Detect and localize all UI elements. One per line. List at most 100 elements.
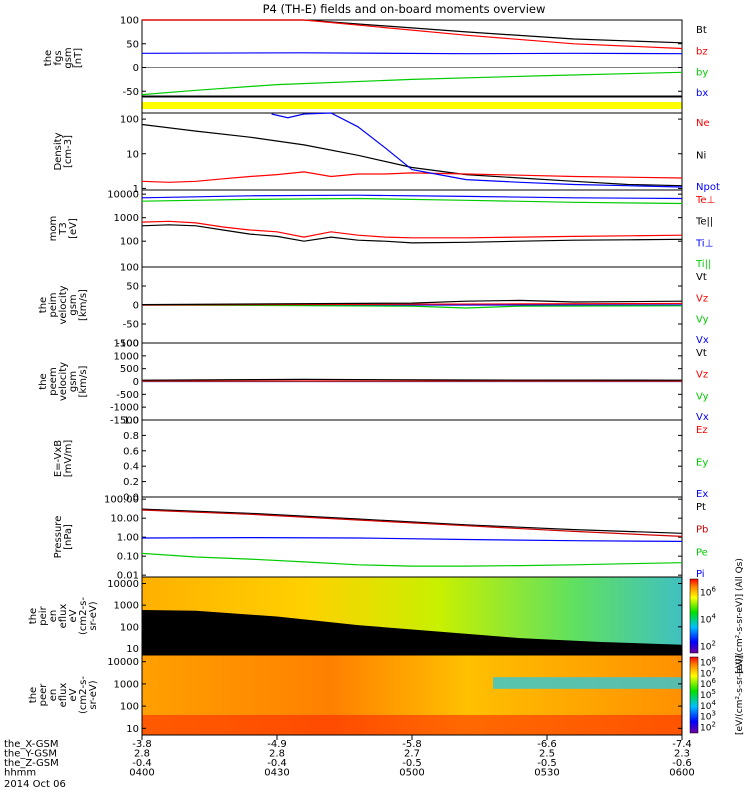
y-axis-label: peim: [48, 292, 59, 317]
y-tick-label: 10000: [107, 657, 139, 668]
x-axis-row-value: -6.6: [537, 739, 557, 750]
y-tick-label: 0.4: [123, 462, 139, 473]
axis-frame: [141, 189, 683, 268]
x-axis-row-label: hhmm: [4, 768, 36, 779]
legend-entry: Te||: [695, 217, 713, 228]
y-tick-label: 100: [120, 263, 139, 274]
low-energy-high-flux-band: [142, 714, 682, 735]
y-tick-label: 100.00: [104, 495, 139, 506]
y-axis-label: Density: [53, 132, 64, 170]
x-axis-row-value: 2.3: [674, 749, 690, 760]
y-axis-label: fgs: [53, 50, 64, 65]
legend-entry: Vx: [696, 335, 709, 346]
y-axis-label: sr-eV): [88, 680, 99, 709]
panel-9: 106 104 102 [eV/(cm²-s-sr-eV)] (All Qs) the p…: [28, 558, 745, 674]
y-axis-label: the: [38, 373, 49, 389]
x-axis-row-value: -7.4: [672, 739, 692, 750]
legend-entry: Vt: [696, 348, 707, 359]
series-line-te: [141, 224, 683, 244]
x-axis-row-label: the_X-GSM: [4, 739, 58, 750]
series-line-vt: [141, 378, 683, 381]
colorbar-title: [eV/(cm²-s-sr-eV)] (All Qs): [735, 558, 745, 674]
x-axis-row-value: -0.5: [402, 758, 422, 769]
y-tick-label: 100: [120, 237, 139, 248]
y-axis-label: eV: [68, 688, 79, 701]
y-axis-label: peer: [38, 683, 49, 707]
series-line-vt: [141, 299, 683, 306]
legend-entry: Ti⊥: [695, 238, 713, 249]
y-tick-label: 0.8: [123, 431, 139, 442]
x-axis-row-value: -0.4: [267, 758, 287, 769]
colorbar-title: [eV/(cm²-s-sr-eV)]: [735, 655, 745, 735]
legend-entry: Ni: [696, 151, 706, 162]
series-line-ne: [141, 171, 683, 183]
y-tick-label: 0.01: [117, 571, 139, 582]
series-line-pi: [141, 536, 683, 543]
y-tick-label: 1000: [114, 213, 139, 224]
legend-entry: Pe: [696, 547, 708, 558]
y-axis-label: T3: [58, 222, 69, 235]
y-tick-label: 50: [126, 282, 139, 293]
series-line-bx: [141, 52, 683, 55]
series-line-ti: [141, 194, 683, 200]
x-axis-row-value: 0400: [129, 768, 154, 779]
series-line-vz: [141, 302, 683, 306]
y-tick-label: 10.00: [110, 514, 139, 525]
colorbar-tick-label: 102: [700, 639, 716, 652]
x-axis-row-value: 2.5: [539, 749, 555, 760]
y-axis-label: velocity: [58, 362, 69, 401]
y-tick-label: 0.10: [117, 552, 139, 563]
colorbar-tick-label: 106: [700, 585, 716, 598]
series-line-pt: [141, 508, 683, 534]
legend-entry: Ex: [696, 489, 708, 500]
legend-entry: Vz: [696, 293, 708, 304]
y-axis-label: [eV]: [68, 218, 79, 239]
y-axis-label: [nPa]: [63, 524, 74, 550]
y-axis-label: the: [38, 297, 49, 313]
panel-7: E=-VxB [mV/m]: [53, 419, 683, 498]
y-axis-label: velocity: [58, 285, 69, 324]
y-tick-label: 0.0: [123, 493, 139, 504]
colorbar: [689, 656, 699, 734]
y-axis-label: E=-VxB: [53, 440, 64, 477]
series-line-vy: [141, 304, 683, 309]
y-tick-label: 0: [133, 301, 139, 312]
y-axis-label: [cm-3]: [63, 135, 74, 168]
y-axis-label: [km/s]: [78, 289, 89, 321]
legend-entry: Pb: [696, 525, 708, 536]
series-line-ni: [141, 123, 683, 187]
x-axis-row-value: -0.5: [537, 758, 557, 769]
x-axis-row-label: the_Z-GSM: [4, 758, 59, 769]
colorbar-tick-label: 104: [700, 612, 716, 625]
y-axis-label: eflux: [58, 604, 69, 629]
y-tick-label: 500: [120, 364, 139, 375]
colorbar: [689, 578, 699, 654]
panel-5: the peim velocity gsm [km/s]: [38, 266, 683, 344]
y-tick-label: 1000: [114, 351, 139, 362]
y-tick-label: 1000: [114, 679, 139, 690]
y-axis-label: sr-eV): [88, 601, 99, 630]
y-axis-label: gsm: [68, 371, 79, 392]
y-tick-label: 1.00: [117, 533, 139, 544]
series-line-pe: [141, 552, 683, 567]
y-axis-label: the: [28, 608, 39, 624]
legend-entry: Ne: [696, 118, 710, 129]
legend-entry: Vz: [696, 370, 708, 381]
y-tick-label: 1: [133, 184, 139, 195]
legend-entry: Te⊥: [695, 195, 715, 206]
legend-entry: Vy: [696, 315, 709, 326]
series-line-by: [141, 71, 683, 96]
y-axis-label: the: [43, 50, 54, 66]
y-axis-label: eV: [68, 609, 79, 622]
y-axis-label: [mV/m]: [63, 440, 74, 478]
y-axis-label: (cm2-s-: [78, 597, 89, 635]
x-axis-row-value: -0.6: [672, 758, 692, 769]
legend-entry: Ti||: [695, 259, 711, 270]
x-axis-row-value: 0600: [669, 768, 694, 779]
panel-1: the fgs gsm [nT]: [43, 19, 683, 97]
y-tick-label: -50: [123, 320, 139, 331]
y-tick-label: 1000: [114, 601, 139, 612]
y-axis-label: [nT]: [73, 48, 84, 68]
y-tick-label: 100: [120, 16, 139, 27]
